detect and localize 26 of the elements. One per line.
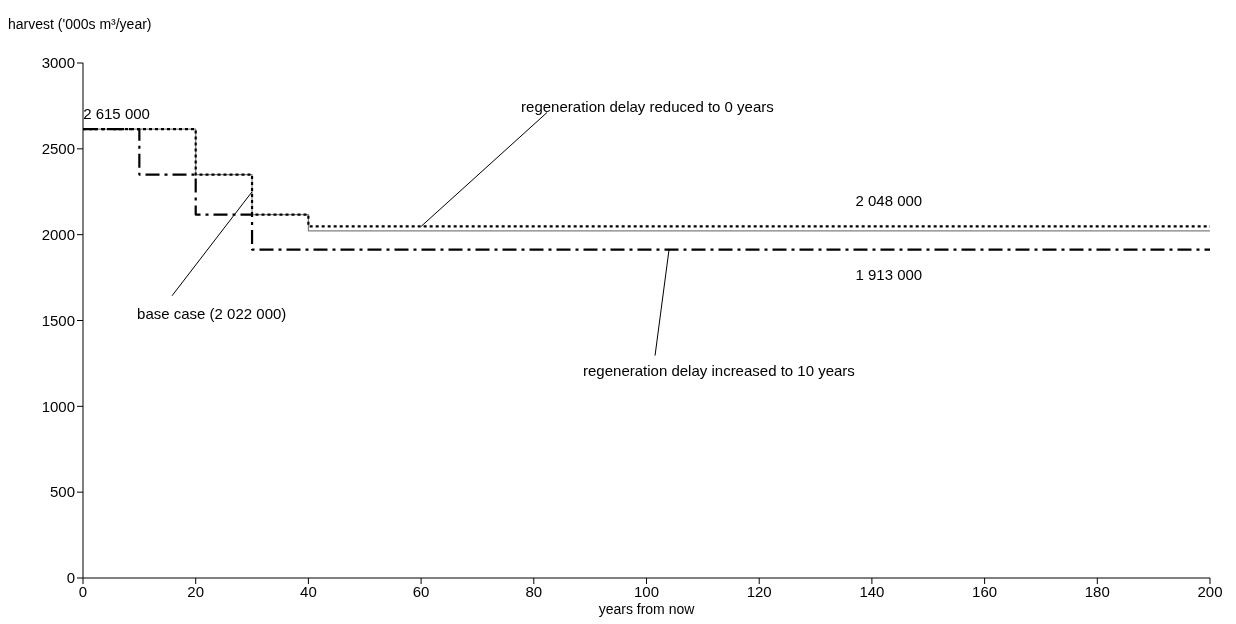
y-tick-label: 1000 xyxy=(41,397,75,415)
annotation: 2 615 000 xyxy=(83,105,150,123)
x-tick-label: 60 xyxy=(412,582,430,600)
x-tick-label: 180 xyxy=(1084,582,1110,600)
x-tick-label: 160 xyxy=(972,582,998,600)
annotation: 1 913 000 xyxy=(855,265,923,283)
x-tick-label: 0 xyxy=(78,582,88,600)
y-tick-label: 3000 xyxy=(41,54,75,72)
y-tick-label: 500 xyxy=(49,483,75,501)
x-tick-label: 80 xyxy=(525,582,543,600)
x-tick-label: 200 xyxy=(1197,582,1223,600)
y-tick-label: 2500 xyxy=(41,140,75,158)
y-tick-label: 0 xyxy=(66,569,75,587)
x-tick-label: 40 xyxy=(300,582,317,600)
annotation: 2 048 000 xyxy=(855,192,923,210)
x-tick-label: 140 xyxy=(859,582,885,600)
annotation: regeneration delay reduced to 0 years xyxy=(521,98,774,116)
x-tick-label: 120 xyxy=(746,582,772,600)
x-tick-label: 20 xyxy=(187,582,205,600)
y-tick-label: 2000 xyxy=(41,225,75,243)
y-tick-label: 1500 xyxy=(41,311,75,329)
y-axis-title: harvest ('000s m³/year) xyxy=(8,16,152,32)
x-axis-title: years from now xyxy=(598,601,696,617)
annotation: base case (2 022 000) xyxy=(137,304,287,322)
x-tick-label: 100 xyxy=(633,582,660,600)
annotation: regeneration delay increased to 10 years xyxy=(583,361,855,379)
